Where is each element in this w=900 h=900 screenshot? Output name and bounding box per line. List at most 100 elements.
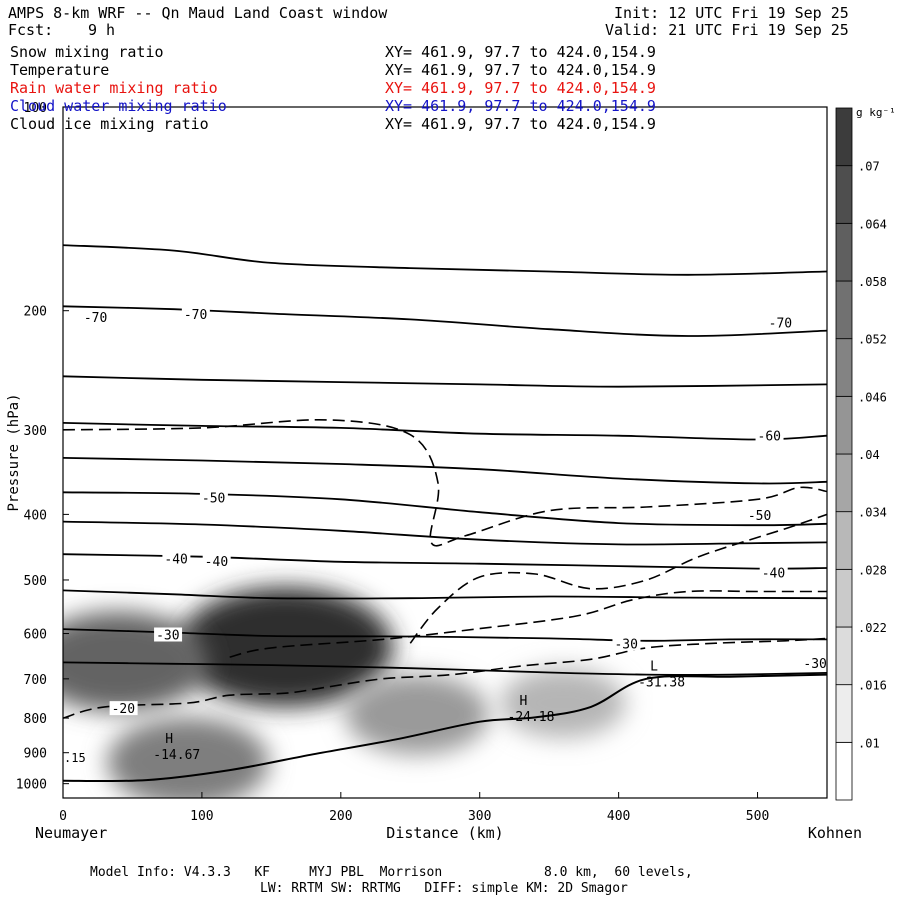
x-tick-label-1: 100 — [190, 809, 213, 824]
field-xy-2: XY= 461.9, 97.7 to 424.0,154.9 — [385, 79, 656, 97]
colorbar-tick-6: .046 — [858, 390, 887, 404]
isotherm-label-4-bg — [199, 490, 228, 505]
field-label-0: Snow mixing ratio — [10, 43, 164, 61]
colorbar-box-7 — [835, 338, 853, 397]
field-label-1: Temperature — [10, 61, 110, 79]
y-tick-label-6: 700 — [24, 673, 47, 688]
right-end-label: Kohnen — [808, 824, 862, 842]
isotherm-label-3: -60 — [758, 430, 781, 445]
isotherm-9 — [63, 628, 827, 642]
colorbar-box-11 — [835, 107, 853, 167]
colorbar-box-0 — [835, 741, 853, 801]
extremum-marker-2: L — [650, 660, 658, 675]
isotherm-label-4: -50 — [202, 492, 225, 507]
axes: 0 100 200 300 400 500 100 200 300 400 500 600 700 800… — [6, 101, 862, 842]
y-tick-label-7: 800 — [24, 712, 47, 727]
colorbar-box-8 — [835, 280, 853, 340]
colorbar-tick-10: .07 — [858, 160, 880, 174]
x-axis-label: Distance (km) — [386, 824, 503, 842]
extremum-value-1: -24.18 — [508, 710, 555, 725]
field-label-3: Cloud water mixing ratio — [10, 97, 227, 115]
field-xy-4: XY= 461.9, 97.7 to 424.0,154.9 — [385, 115, 656, 133]
isotherm-label-3-bg — [755, 428, 784, 443]
chart-title: AMPS 8-km WRF -- Qn Maud Land Coast wind… — [8, 4, 388, 22]
colorbar-box-5 — [835, 453, 853, 513]
fcst-value: 9 h — [88, 21, 116, 39]
colorbar-tick-5: .04 — [858, 448, 880, 462]
plot-frame — [62, 106, 828, 799]
y-tick-label-5: 600 — [24, 628, 47, 643]
isotherm-label-5-bg — [745, 507, 774, 522]
isotherm-1 — [63, 305, 827, 337]
isotherm-8 — [63, 589, 827, 600]
x-tick-label-3: 300 — [468, 809, 491, 824]
x-tick-label-0: 0 — [59, 809, 67, 824]
field-xy-1: XY= 461.9, 97.7 to 424.0,154.9 — [385, 61, 656, 79]
colorbar-tick-3: .028 — [858, 563, 887, 577]
isotherm-label-8: -40 — [762, 566, 785, 581]
isotherm-10 — [63, 661, 827, 676]
terrain-profile — [63, 673, 827, 783]
model-physics: LW: RRTM SW: RRTMG DIFF: simple KM: 2D S… — [260, 881, 628, 896]
y-tick-label-8: 900 — [24, 747, 47, 762]
isotherm-label-1-bg — [181, 307, 210, 322]
isotherm-label-12: -20 — [112, 702, 135, 717]
cloud-ice-dashed-contours — [63, 418, 827, 719]
isotherm-0 — [63, 244, 827, 276]
field-xy-3: XY= 461.9, 97.7 to 424.0,154.9 — [385, 97, 656, 115]
isotherm-label-9: -30 — [156, 628, 179, 643]
x-tick-label-5: 500 — [746, 809, 769, 824]
colorbar-box-2 — [835, 626, 853, 686]
cloud-contour-2 — [229, 590, 827, 658]
x-tick-label-2: 200 — [329, 809, 352, 824]
isotherm-5 — [63, 491, 827, 527]
cloud-contour-0 — [63, 418, 827, 547]
field-label-4: Cloud ice mixing ratio — [10, 115, 209, 133]
colorbar-box-10 — [835, 165, 853, 224]
valid-time: Valid: 21 UTC Fri 19 Sep 25 — [605, 21, 849, 39]
colorbar-box-3 — [835, 568, 853, 628]
shading-blob-3 — [345, 674, 490, 755]
colorbar-tick-1: .016 — [858, 679, 887, 693]
colorbar-box-6 — [835, 395, 853, 455]
terrain-line — [63, 673, 827, 783]
isotherm-7 — [63, 553, 827, 570]
y-tick-label-1: 200 — [24, 305, 47, 320]
isotherm-label-0-bg — [81, 309, 110, 324]
colorbar-box-9 — [835, 222, 853, 282]
extremum-value-2: -31.38 — [638, 676, 685, 691]
y-tick-label-9: 1000 — [16, 778, 47, 793]
isotherm-label-7: -40 — [205, 555, 228, 570]
y-axis-label: Pressure (hPa) — [6, 393, 22, 511]
colorbar-tick-2: .022 — [858, 621, 887, 635]
colorbar-tick-7: .052 — [858, 333, 887, 347]
colorbar-tick-8: .058 — [858, 275, 887, 289]
isotherm-label-7-bg — [202, 553, 231, 568]
init-time: Init: 12 UTC Fri 19 Sep 25 — [614, 4, 849, 22]
contour-labels: -70 -70 -70 -60 -50 -50 -40 -40 -40 -30 -30 -30 -20 H… — [64, 307, 830, 765]
colorbar-box-1 — [835, 684, 853, 743]
cloud-contour-3 — [63, 637, 827, 719]
y-tick-label-0: 100 — [24, 101, 47, 116]
model-info: Model Info: V4.3.3 KF MYJ PBL Morrison 8… — [90, 865, 693, 880]
isotherm-4 — [63, 457, 827, 485]
shading-blob-4 — [500, 668, 627, 739]
isotherm-label-11-bg — [801, 656, 830, 671]
isotherm-label-6-bg — [162, 551, 191, 566]
colorbar-tick-4: .034 — [858, 506, 887, 520]
shading-blob-1 — [63, 611, 209, 712]
isotherm-label-12-bg — [109, 701, 138, 716]
corner-value: .15 — [64, 751, 86, 765]
colorbar-box-4 — [835, 511, 853, 570]
extremum-marker-1: H — [520, 694, 528, 709]
field-label-2: Rain water mixing ratio — [10, 79, 218, 97]
isotherm-label-2: -70 — [769, 317, 792, 332]
y-tick-label-4: 500 — [24, 574, 47, 589]
isotherm-label-0: -70 — [84, 311, 107, 326]
isotherm-6 — [63, 520, 827, 546]
isotherm-label-2-bg — [766, 315, 795, 330]
isotherm-label-1: -70 — [184, 308, 207, 323]
y-tick-label-2: 300 — [24, 424, 47, 439]
isotherm-label-5: -50 — [748, 509, 771, 524]
